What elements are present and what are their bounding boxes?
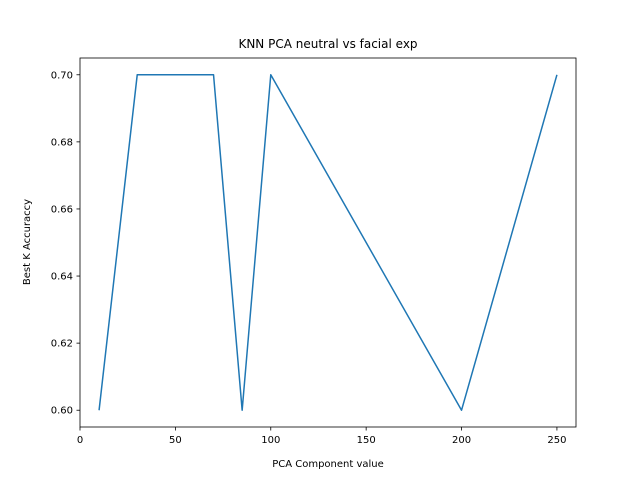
y-tick-label: 0.68: [51, 137, 73, 148]
x-axis-label: PCA Component value: [272, 459, 384, 470]
x-tick-label: 200: [452, 435, 471, 446]
y-tick-label: 0.70: [51, 70, 73, 81]
y-tick-label: 0.66: [51, 204, 73, 215]
axes-frame: [79, 57, 577, 428]
x-tick-label: 50: [169, 435, 182, 446]
plot-area: 0 50 100 150 200 250 0.60 0.62 0.64 0.66 0.68 0.70: [51, 57, 577, 446]
x-tick-label: 0: [77, 435, 83, 446]
y-tick-label: 0.64: [51, 272, 73, 283]
y-tick-label: 0.60: [51, 406, 73, 417]
y-tick-label: 0.62: [51, 339, 73, 350]
y-axis-label: Best K Accuraccy: [22, 199, 33, 285]
chart-title: KNN PCA neutral vs facial exp: [238, 37, 417, 51]
x-tick-label: 100: [261, 435, 280, 446]
x-tick-label: 150: [357, 435, 376, 446]
series-line-0: [98, 74, 558, 411]
x-tick-label: 250: [547, 435, 566, 446]
